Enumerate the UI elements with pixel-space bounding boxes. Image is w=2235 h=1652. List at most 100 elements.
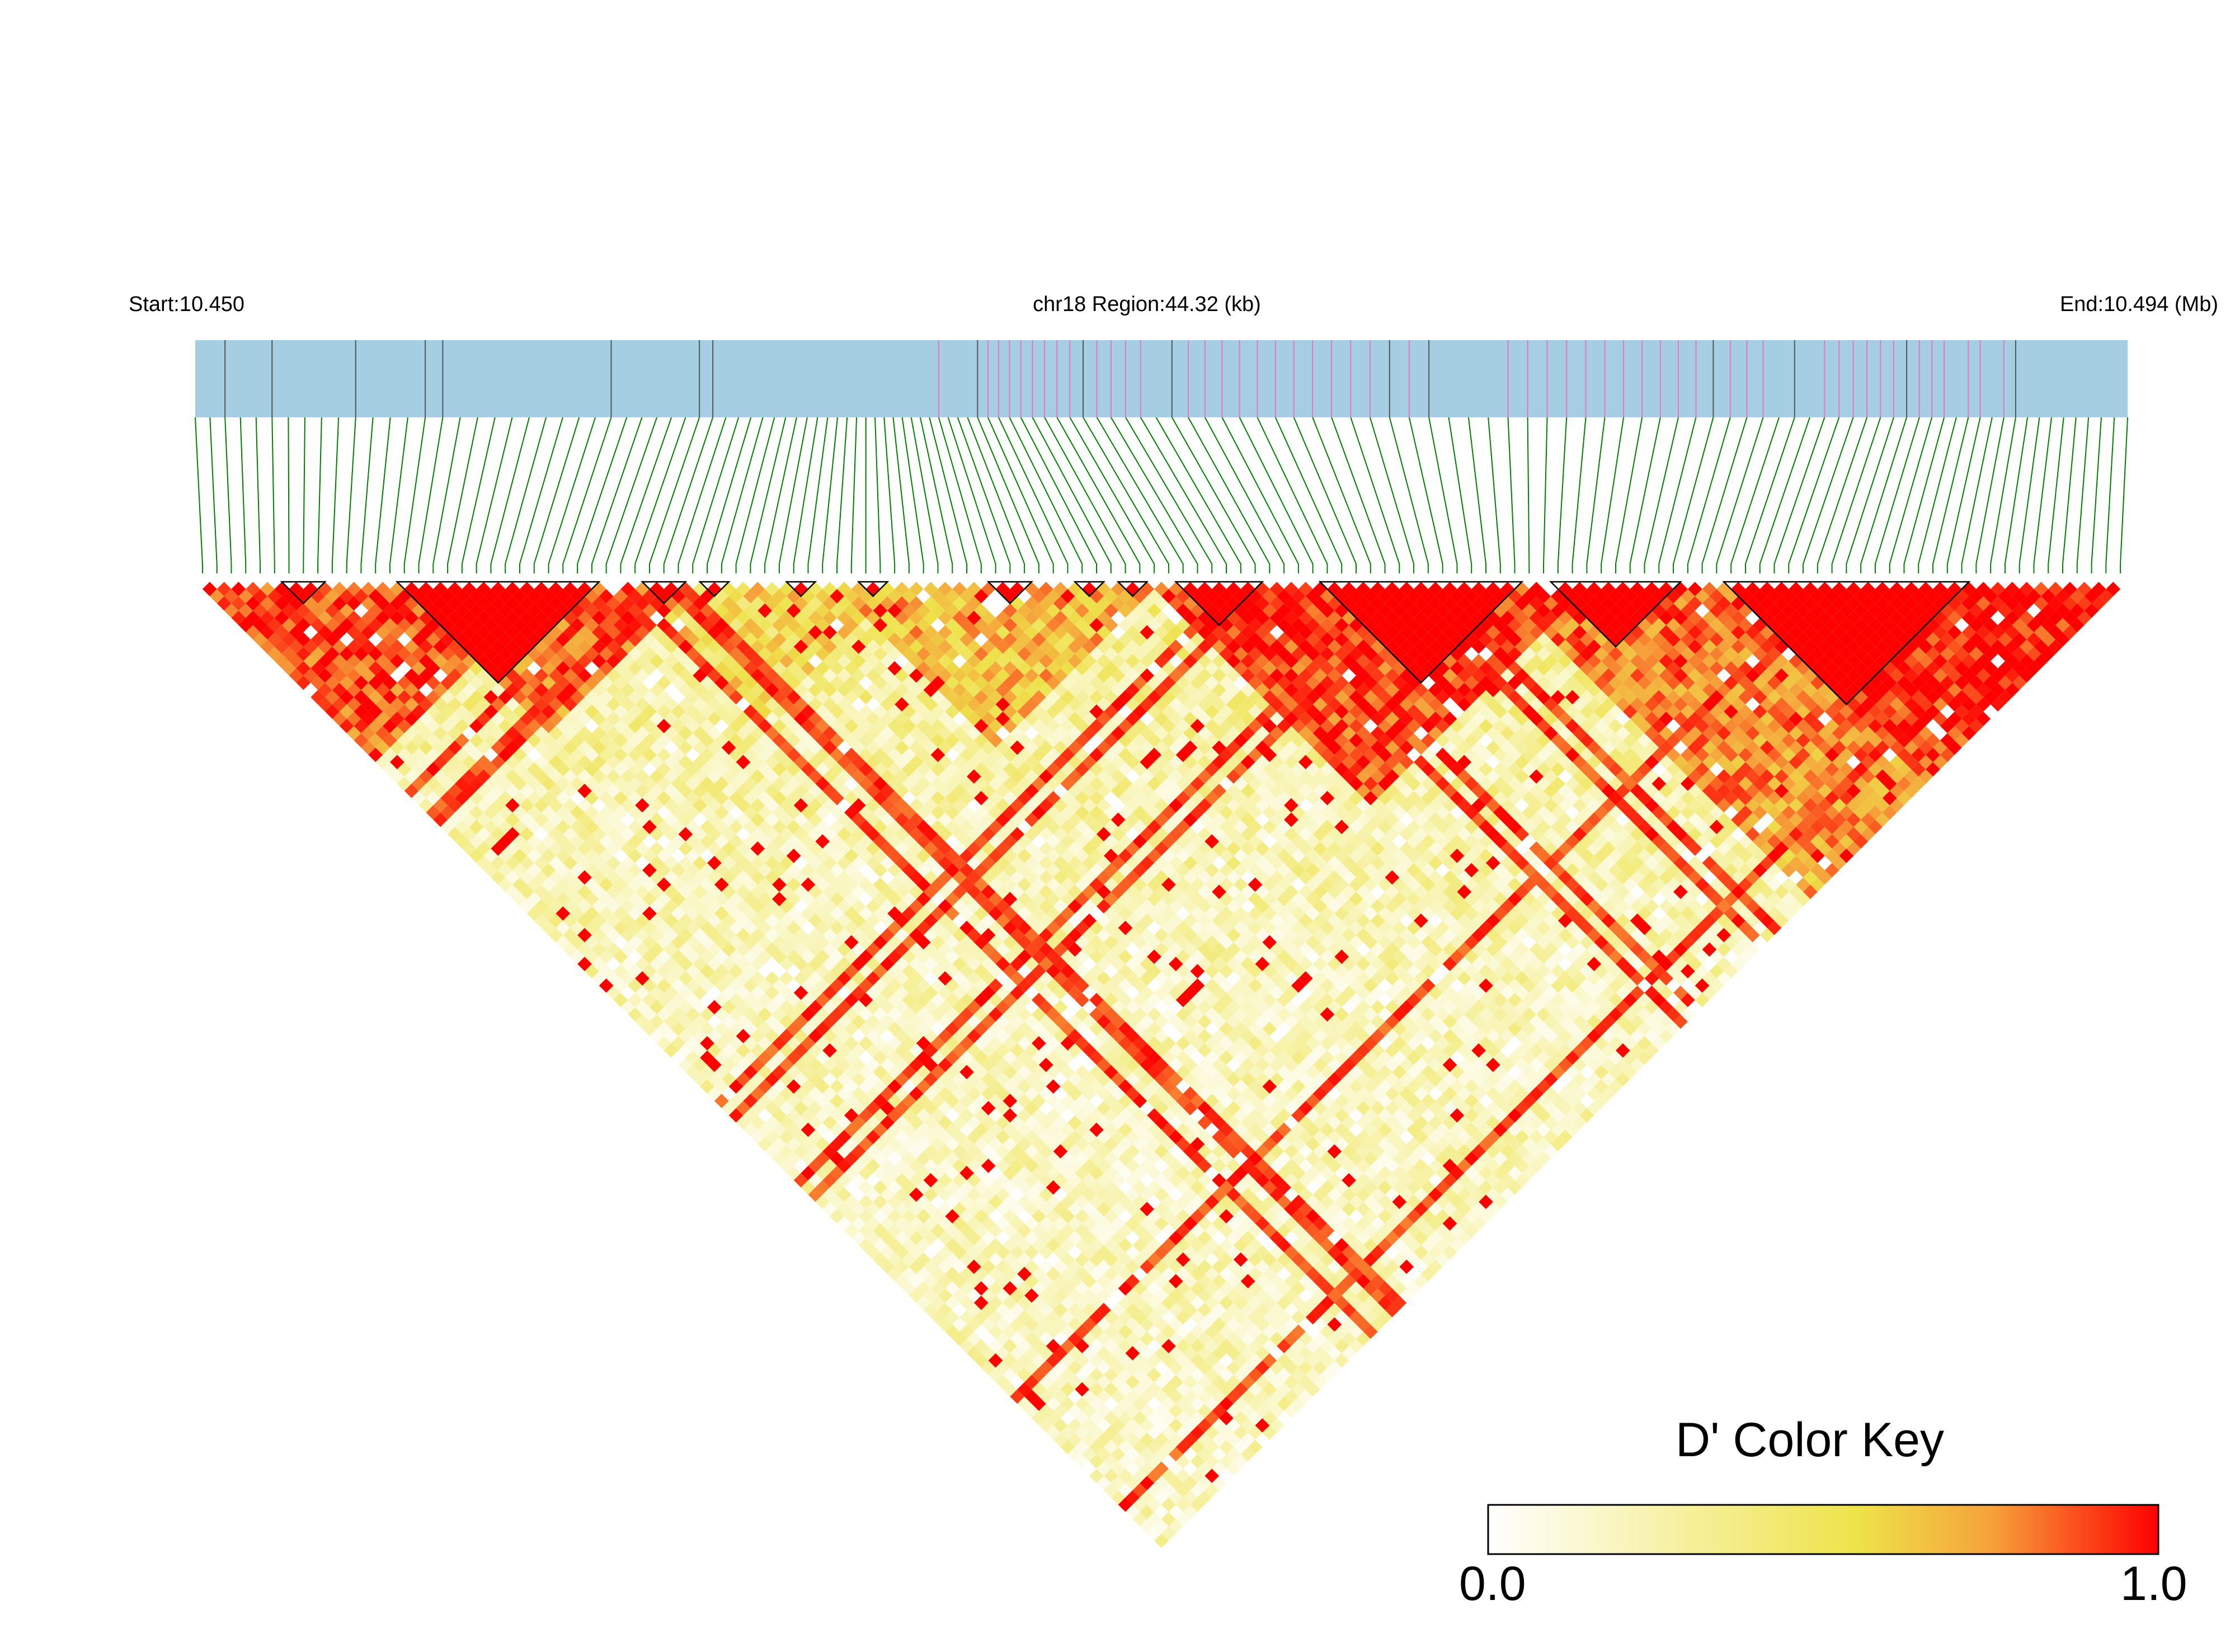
ld-cell	[556, 603, 571, 618]
ld-cell	[556, 790, 571, 806]
ld-cell	[930, 1094, 945, 1108]
ld-cell	[318, 639, 332, 654]
ld-cell	[952, 1173, 967, 1188]
ld-cell	[1168, 1230, 1183, 1245]
ld-cell	[541, 834, 556, 849]
ld-cell	[995, 1129, 1010, 1145]
ld-cell	[981, 1245, 996, 1260]
ld-cell	[389, 740, 404, 755]
ld-cell	[685, 790, 700, 806]
ld-cell	[1017, 1050, 1032, 1065]
ld-cell	[945, 1036, 960, 1051]
ld-cell	[260, 596, 275, 611]
ld-cell	[981, 1100, 996, 1116]
ld-cell	[779, 653, 794, 669]
snp-connector-line	[1204, 417, 1285, 573]
snp-connector-line	[1096, 417, 1184, 573]
snp-connector-line	[883, 417, 896, 573]
ld-cell	[671, 661, 686, 676]
ld-cell	[556, 718, 571, 733]
ld-cell	[1147, 1382, 1161, 1397]
snp-connector-line	[929, 417, 968, 573]
ld-cell	[693, 711, 708, 726]
ld-cell	[433, 726, 448, 741]
ld-cell	[526, 661, 542, 676]
ld-cell	[967, 899, 981, 914]
ld-cell	[1024, 1043, 1039, 1058]
ld-cell	[1284, 1230, 1298, 1245]
snp-connector-line	[1975, 417, 2005, 573]
ld-cell	[973, 964, 989, 978]
ld-cell	[599, 790, 614, 806]
ld-cell	[570, 675, 585, 690]
ld-cell	[945, 1165, 960, 1180]
ld-cell	[339, 718, 354, 733]
snp-connector-line	[562, 417, 612, 573]
ld-cell	[1312, 1202, 1328, 1217]
ld-cell	[1111, 1000, 1126, 1015]
ld-cell	[1017, 1324, 1032, 1339]
ld-cell	[693, 798, 708, 813]
ld-cell	[743, 790, 758, 806]
ld-cell	[231, 610, 246, 625]
ld-cell	[995, 1115, 1010, 1130]
ld-cell	[1312, 1302, 1328, 1317]
ld-cell	[1226, 1302, 1241, 1317]
ld-cell	[628, 603, 643, 618]
ld-cell	[318, 610, 332, 625]
ld-cell	[1082, 1159, 1097, 1173]
ld-cell	[1118, 1180, 1133, 1195]
ld-cell	[1046, 992, 1061, 1008]
ld-cell	[808, 1159, 823, 1173]
ld-cell	[1075, 1065, 1090, 1080]
ld-cell	[858, 1180, 873, 1195]
ld-cell	[837, 1159, 851, 1173]
ld-cell	[548, 582, 563, 596]
snp-connector-line	[209, 417, 218, 573]
ld-cell	[1327, 1245, 1342, 1260]
ld-cell	[1003, 1108, 1018, 1123]
ld-cell	[938, 899, 953, 914]
ld-cell	[1132, 1036, 1147, 1051]
ld-cell	[967, 1072, 981, 1087]
ld-cell	[1024, 1100, 1039, 1116]
ld-cell	[671, 675, 686, 690]
ld-cell	[844, 1194, 859, 1209]
ld-cell	[981, 1057, 996, 1072]
ld-cell	[851, 1216, 866, 1231]
ld-cell	[1190, 1497, 1205, 1512]
ld-cell	[1097, 1375, 1111, 1390]
ld-cell	[1017, 1223, 1032, 1238]
ld-cell	[1255, 1216, 1270, 1231]
ld-cell	[1024, 1072, 1039, 1087]
ld-cell	[1197, 1490, 1212, 1505]
ld-cell	[1060, 1007, 1075, 1022]
ld-cell	[397, 690, 412, 705]
ld-cell	[1385, 1274, 1400, 1289]
ld-cell	[1010, 1086, 1025, 1101]
ld-cell	[303, 653, 318, 669]
ld-cell	[1067, 957, 1083, 971]
ld-cell	[1118, 1094, 1133, 1108]
ld-cell	[440, 747, 455, 763]
ld-cell	[757, 733, 773, 748]
ld-cell	[1233, 1454, 1248, 1469]
ld-cell	[772, 675, 787, 690]
ld-cell	[1154, 1086, 1169, 1101]
ld-cell	[462, 740, 477, 755]
ld-cell	[1003, 1050, 1018, 1065]
ld-cell	[397, 675, 412, 690]
ld-cell	[1010, 1144, 1025, 1159]
ld-cell	[721, 755, 736, 770]
ld-cell	[462, 798, 477, 813]
ld-cell	[952, 841, 967, 856]
ld-cell	[1298, 1216, 1313, 1231]
ld-cell	[1132, 1079, 1147, 1094]
ld-cell	[1075, 1108, 1090, 1123]
ld-cell	[1356, 1259, 1371, 1274]
ld-cell	[772, 661, 787, 676]
snp-connector-line	[1221, 417, 1299, 573]
ld-cell	[714, 690, 729, 705]
ld-cell	[433, 596, 448, 611]
ld-cell	[483, 863, 498, 878]
